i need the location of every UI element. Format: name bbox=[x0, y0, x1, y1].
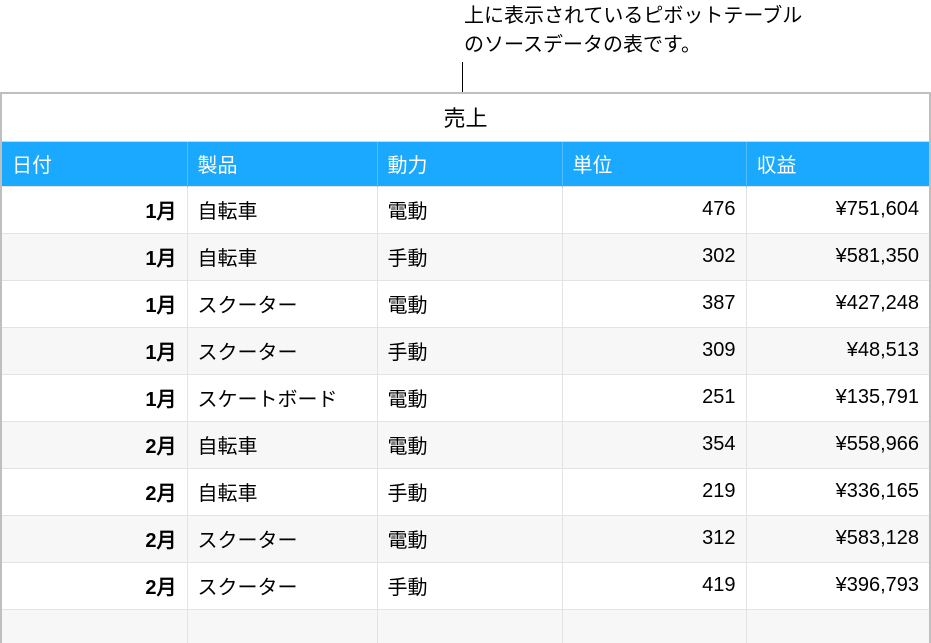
table-cell: 2月 bbox=[2, 469, 187, 516]
sales-table: 日付 製品 動力 単位 収益 1月自転車電動476¥751,6041月自転車手動… bbox=[2, 142, 929, 643]
table-cell: ¥427,248 bbox=[746, 281, 929, 328]
table-cell: 2月 bbox=[2, 422, 187, 469]
table-cell: ¥583,128 bbox=[746, 516, 929, 563]
table-cell: ¥558,966 bbox=[746, 422, 929, 469]
table-row: 2月自転車手動219¥336,165 bbox=[2, 469, 929, 516]
table-cell: スクーター bbox=[187, 281, 377, 328]
table-cell: 手動 bbox=[377, 469, 562, 516]
table-cell: 手動 bbox=[377, 563, 562, 610]
table-cell: ¥336,165 bbox=[746, 469, 929, 516]
table-cell: 1月 bbox=[2, 281, 187, 328]
table-cell: 電動 bbox=[377, 281, 562, 328]
table-cell-empty bbox=[746, 610, 929, 643]
callout-line2: のソースデータの表です。 bbox=[464, 34, 701, 56]
table-row: 1月スケートボード電動251¥135,791 bbox=[2, 375, 929, 422]
col-header-revenue: 収益 bbox=[746, 142, 929, 187]
table-cell: 302 bbox=[562, 234, 746, 281]
table-cell: 219 bbox=[562, 469, 746, 516]
table-body: 1月自転車電動476¥751,6041月自転車手動302¥581,3501月スク… bbox=[2, 187, 929, 643]
table-cell: スクーター bbox=[187, 328, 377, 375]
table-cell: 1月 bbox=[2, 187, 187, 234]
table-cell: 1月 bbox=[2, 375, 187, 422]
table-cell: ¥751,604 bbox=[746, 187, 929, 234]
table-cell-empty bbox=[377, 610, 562, 643]
table-cell: 387 bbox=[562, 281, 746, 328]
table-cell: 手動 bbox=[377, 328, 562, 375]
table-cell: 1月 bbox=[2, 234, 187, 281]
table-cell: 自転車 bbox=[187, 469, 377, 516]
table-cell-empty bbox=[187, 610, 377, 643]
table-cell: スクーター bbox=[187, 516, 377, 563]
callout-line1: 上に表示されているピボットテーブル bbox=[464, 5, 802, 27]
table-cell-empty bbox=[562, 610, 746, 643]
sales-table-container: 売上 日付 製品 動力 単位 収益 1月自転車電動476¥751,6041月自転… bbox=[0, 92, 931, 643]
col-header-date: 日付 bbox=[2, 142, 187, 187]
table-row: 2月スクーター手動419¥396,793 bbox=[2, 563, 929, 610]
col-header-units: 単位 bbox=[562, 142, 746, 187]
table-cell: ¥396,793 bbox=[746, 563, 929, 610]
table-cell: 2月 bbox=[2, 563, 187, 610]
table-cell: 2月 bbox=[2, 516, 187, 563]
callout-text: 上に表示されているピボットテーブル のソースデータの表です。 bbox=[464, 2, 802, 60]
table-row: 1月自転車電動476¥751,604 bbox=[2, 187, 929, 234]
table-title: 売上 bbox=[2, 94, 929, 142]
table-cell: 自転車 bbox=[187, 234, 377, 281]
table-cell: 312 bbox=[562, 516, 746, 563]
table-row: 2月自転車電動354¥558,966 bbox=[2, 422, 929, 469]
callout: 上に表示されているピボットテーブル のソースデータの表です。 bbox=[0, 0, 931, 92]
table-cell: 電動 bbox=[377, 187, 562, 234]
table-cell: 電動 bbox=[377, 516, 562, 563]
table-cell: 自転車 bbox=[187, 422, 377, 469]
table-cell: 354 bbox=[562, 422, 746, 469]
table-row: 2月スクーター電動312¥583,128 bbox=[2, 516, 929, 563]
table-row: 1月スクーター電動387¥427,248 bbox=[2, 281, 929, 328]
table-cell: 1月 bbox=[2, 328, 187, 375]
table-cell: 476 bbox=[562, 187, 746, 234]
table-cell: ¥48,513 bbox=[746, 328, 929, 375]
table-cell: ¥135,791 bbox=[746, 375, 929, 422]
table-row: 1月スクーター手動309¥48,513 bbox=[2, 328, 929, 375]
table-cell: 251 bbox=[562, 375, 746, 422]
table-cell: ¥581,350 bbox=[746, 234, 929, 281]
table-cell: 電動 bbox=[377, 375, 562, 422]
col-header-product: 製品 bbox=[187, 142, 377, 187]
table-row: 1月自転車手動302¥581,350 bbox=[2, 234, 929, 281]
table-cell-empty bbox=[2, 610, 187, 643]
table-cell: スケートボード bbox=[187, 375, 377, 422]
col-header-power: 動力 bbox=[377, 142, 562, 187]
table-cell: 電動 bbox=[377, 422, 562, 469]
table-cell: スクーター bbox=[187, 563, 377, 610]
table-row-empty bbox=[2, 610, 929, 643]
table-cell: 手動 bbox=[377, 234, 562, 281]
table-cell: 自転車 bbox=[187, 187, 377, 234]
table-cell: 419 bbox=[562, 563, 746, 610]
callout-leader-line bbox=[462, 62, 463, 92]
table-cell: 309 bbox=[562, 328, 746, 375]
table-header-row: 日付 製品 動力 単位 収益 bbox=[2, 142, 929, 187]
